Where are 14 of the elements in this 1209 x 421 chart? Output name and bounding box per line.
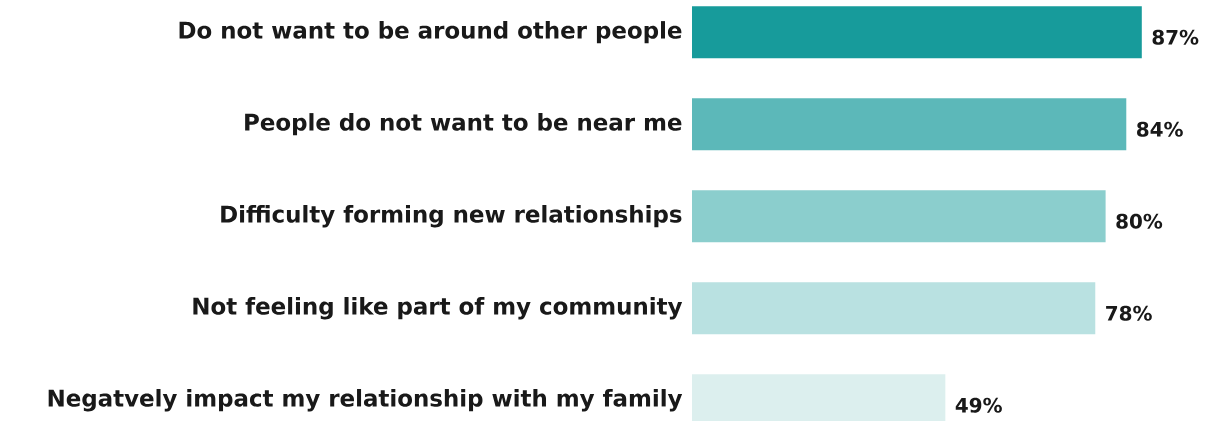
data-label: 84% [1137,121,1183,137]
y-tick-label: People do not want to be near me [245,113,682,136]
data-label: 49% [955,397,1002,413]
data-label: 78% [1106,305,1152,321]
bar [692,190,1106,243]
y-tick-label: Do not want to be around other people [179,21,682,44]
data-label: 87% [1152,29,1199,45]
bar [692,282,1096,335]
data-label: 80% [1116,213,1163,229]
y-tick-label: Negatvely impact my relationship with my family [48,389,683,412]
y-tick-label: Not feeling like part of my community [193,297,683,320]
y-tick-label: Difficulty forming new relationships [221,205,682,228]
bar [692,6,1142,59]
bar [692,98,1127,151]
